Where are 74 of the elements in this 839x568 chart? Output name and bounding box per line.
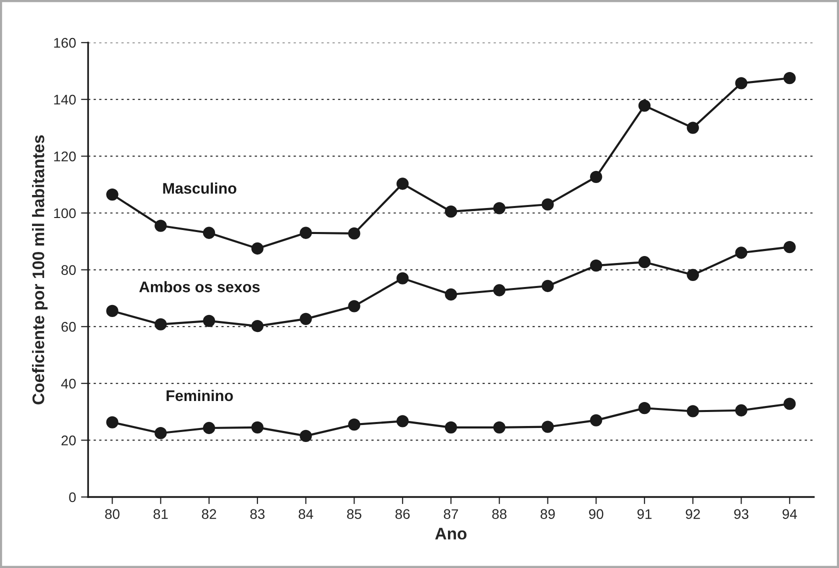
point bbox=[784, 241, 796, 254]
point bbox=[493, 202, 506, 214]
y-tick-label: 0 bbox=[69, 492, 76, 502]
x-tick-label: 90 bbox=[589, 509, 604, 520]
y-tick-label: 20 bbox=[62, 436, 76, 446]
y-tick-label: 40 bbox=[61, 378, 76, 389]
point bbox=[542, 420, 554, 433]
point bbox=[396, 415, 409, 428]
y-tick-label: 140 bbox=[54, 94, 76, 105]
point bbox=[300, 430, 312, 442]
series-label: Ambos os sexos bbox=[139, 281, 260, 292]
point bbox=[396, 178, 409, 190]
x-tick-label: 89 bbox=[540, 509, 555, 520]
point bbox=[106, 188, 118, 201]
point bbox=[735, 246, 748, 259]
point bbox=[686, 122, 699, 134]
point bbox=[784, 398, 796, 410]
y-tick-label: 80 bbox=[61, 265, 76, 275]
point bbox=[686, 268, 699, 281]
point bbox=[493, 284, 506, 296]
y-tick-label: 160 bbox=[54, 38, 76, 48]
point bbox=[444, 288, 458, 301]
x-tick-label: 94 bbox=[782, 509, 797, 520]
x-tick-label: 80 bbox=[105, 509, 120, 520]
x-tick-label: 82 bbox=[202, 509, 216, 520]
point bbox=[348, 418, 360, 431]
x-axis-title: Ano bbox=[435, 528, 467, 540]
x-tick-label: 91 bbox=[637, 509, 652, 520]
point bbox=[638, 256, 651, 268]
point bbox=[590, 170, 602, 184]
x-tick-label: 81 bbox=[154, 509, 168, 520]
x-tick-label: 93 bbox=[734, 509, 748, 520]
point bbox=[542, 280, 554, 292]
point bbox=[202, 314, 216, 327]
point bbox=[106, 416, 118, 428]
point bbox=[686, 405, 699, 418]
point bbox=[590, 414, 602, 426]
point bbox=[590, 259, 602, 272]
point bbox=[154, 427, 167, 440]
y-axis-title: Coeficiente por 100 mil habitantes bbox=[32, 135, 48, 404]
point bbox=[784, 72, 796, 84]
point bbox=[251, 242, 264, 255]
point bbox=[106, 304, 118, 318]
y-tick-label: 120 bbox=[54, 152, 76, 162]
point bbox=[154, 220, 167, 232]
x-tick-label: 87 bbox=[444, 509, 458, 520]
x-tick-label: 83 bbox=[250, 509, 265, 520]
point bbox=[735, 77, 748, 90]
point bbox=[444, 206, 458, 218]
point bbox=[444, 421, 458, 434]
point bbox=[735, 404, 748, 416]
x-tick-label: 88 bbox=[492, 509, 506, 520]
point bbox=[251, 421, 264, 434]
x-tick-label: 92 bbox=[686, 509, 700, 520]
y-tick-label: 60 bbox=[62, 322, 76, 332]
point bbox=[154, 318, 167, 330]
point bbox=[300, 312, 312, 326]
point bbox=[542, 198, 554, 211]
x-tick-label: 86 bbox=[395, 509, 410, 520]
point bbox=[251, 320, 264, 332]
y-tick-label: 100 bbox=[54, 208, 76, 218]
x-tick-label: 85 bbox=[347, 509, 362, 520]
point bbox=[348, 300, 360, 312]
point bbox=[493, 421, 506, 434]
point bbox=[638, 100, 651, 112]
point bbox=[202, 226, 216, 239]
series-label: Masculino bbox=[163, 182, 236, 194]
point bbox=[348, 227, 360, 240]
point bbox=[202, 422, 216, 434]
series-label: Feminino bbox=[166, 390, 233, 402]
point bbox=[300, 226, 312, 239]
x-tick-label: 84 bbox=[298, 509, 314, 520]
point bbox=[638, 402, 651, 414]
point bbox=[396, 272, 409, 284]
